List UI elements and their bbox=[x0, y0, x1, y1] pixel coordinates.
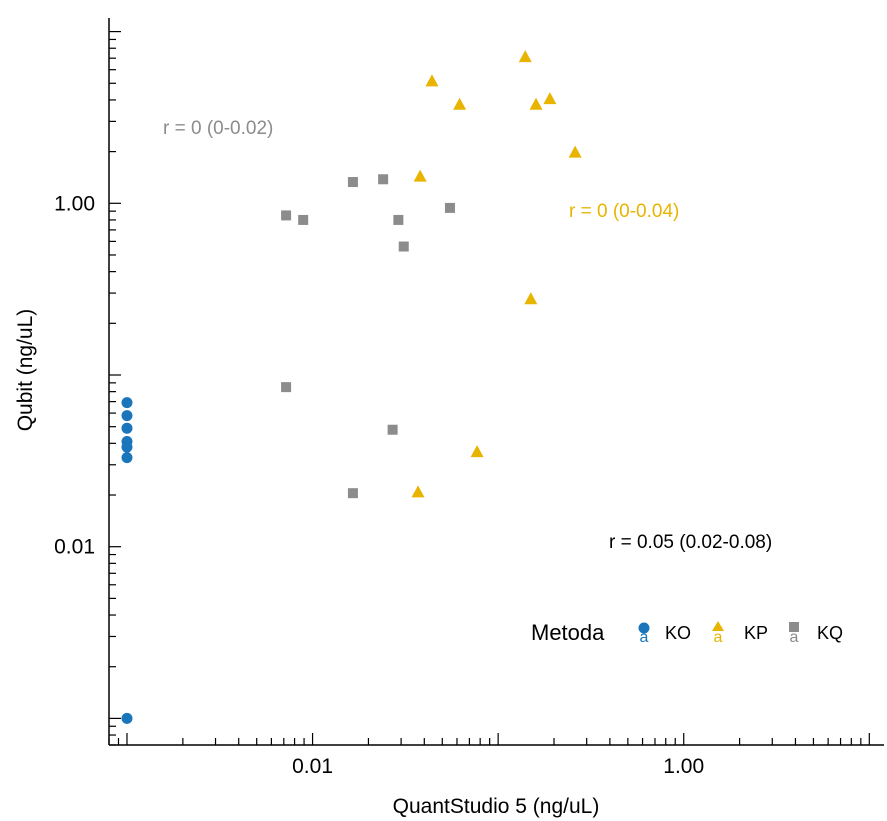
point-kp bbox=[470, 445, 484, 458]
x-tick-label: 0.01 bbox=[292, 755, 333, 778]
x-axis-label: QuantStudio 5 (ng/uL) bbox=[393, 795, 600, 818]
y-axis-label: Qubit (ng/uL) bbox=[14, 309, 37, 432]
point-kp bbox=[524, 292, 538, 305]
point-kp bbox=[568, 145, 582, 158]
point-ko bbox=[121, 410, 133, 422]
point-kp bbox=[518, 50, 532, 63]
point-kq bbox=[387, 424, 398, 435]
point-kq bbox=[393, 214, 404, 225]
point-kp bbox=[413, 169, 427, 182]
legend-kq-letter: a bbox=[790, 629, 799, 646]
point-ko bbox=[121, 397, 133, 409]
legend-kp-label: KP bbox=[744, 623, 768, 643]
axis-ticks: 0.01 1.00 0.01 1.00 bbox=[54, 30, 870, 778]
point-ko bbox=[121, 712, 133, 724]
point-kq bbox=[298, 214, 309, 225]
y-tick-label: 0.01 bbox=[54, 536, 95, 559]
point-kp bbox=[425, 74, 439, 87]
legend-kq-label: KQ bbox=[817, 623, 843, 643]
point-kq bbox=[347, 177, 358, 188]
annotation-kq-correlation: r = 0 (0-0.02) bbox=[163, 118, 273, 139]
x-tick-label: 1.00 bbox=[663, 755, 704, 778]
point-kq bbox=[281, 382, 292, 393]
point-kq bbox=[347, 488, 358, 499]
legend-title: Metoda bbox=[531, 620, 605, 645]
point-kp bbox=[411, 485, 425, 498]
legend-ko-letter: a bbox=[640, 629, 649, 646]
point-kq bbox=[398, 241, 409, 252]
point-ko bbox=[121, 452, 133, 464]
y-tick-label: 1.00 bbox=[54, 192, 95, 215]
point-kp bbox=[529, 97, 543, 110]
annotation-ko-correlation: r = 0.05 (0.02-0.08) bbox=[609, 532, 772, 553]
point-kp bbox=[453, 97, 467, 110]
annotation-kp-correlation: r = 0 (0-0.04) bbox=[569, 201, 679, 222]
point-ko bbox=[121, 441, 133, 453]
legend: Metoda a KO a KP a KQ bbox=[531, 620, 843, 646]
legend-ko-marker bbox=[638, 622, 650, 634]
data-points bbox=[121, 50, 582, 724]
point-ko bbox=[121, 422, 133, 434]
point-kq bbox=[281, 210, 292, 221]
legend-kp-letter: a bbox=[714, 629, 723, 646]
point-kp bbox=[543, 92, 557, 105]
point-kq bbox=[444, 202, 455, 213]
point-kq bbox=[378, 174, 389, 185]
legend-kp-marker bbox=[712, 621, 724, 631]
legend-ko-label: KO bbox=[665, 623, 691, 643]
legend-kq-marker bbox=[789, 622, 799, 632]
